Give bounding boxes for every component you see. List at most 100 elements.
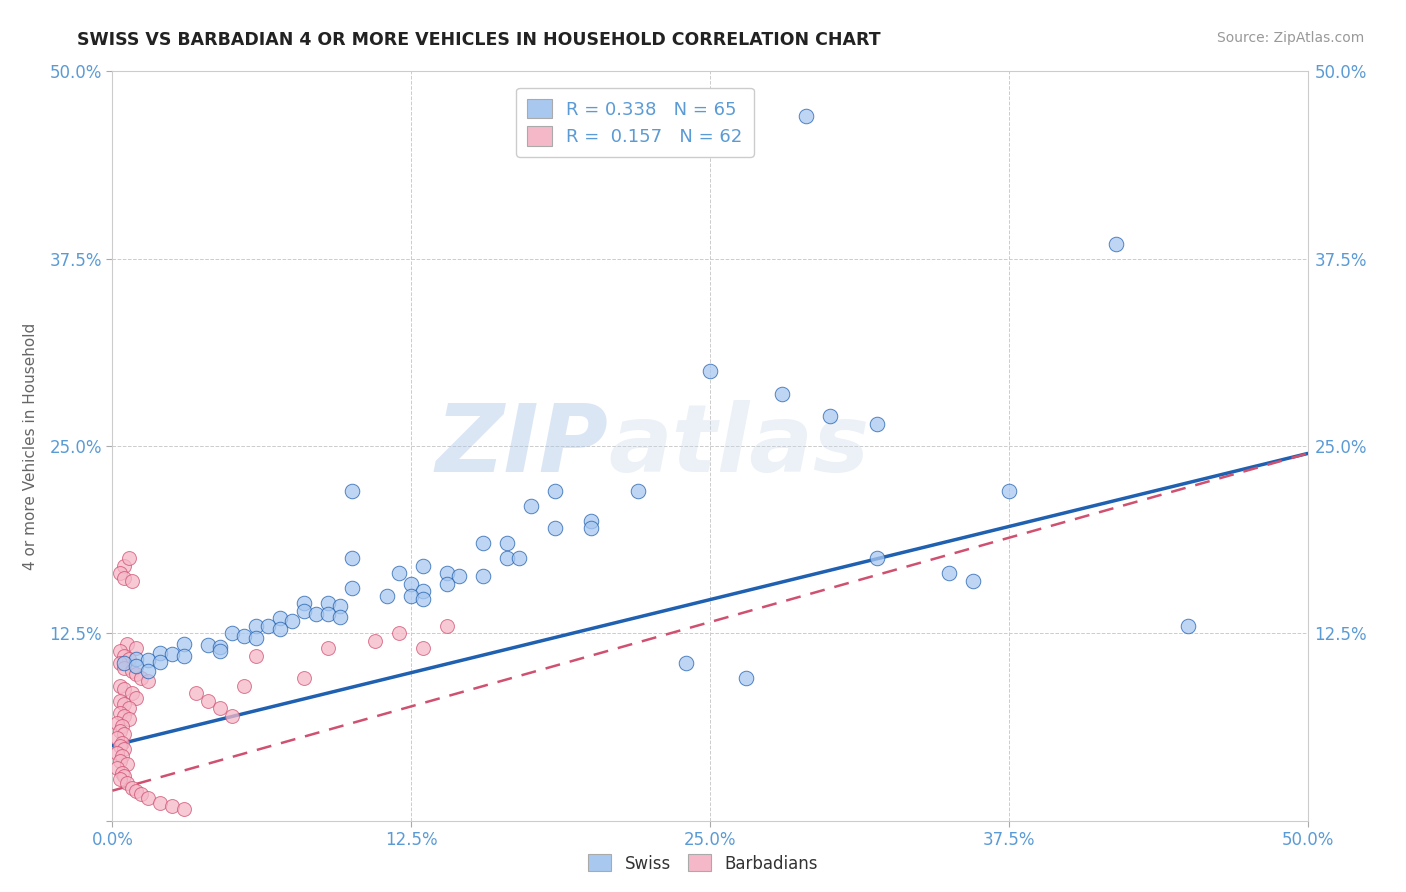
Point [436, 566, 458, 581]
Point [186, 686, 208, 700]
Point [105, 716, 128, 731]
Point [329, 610, 352, 624]
Point [173, 802, 195, 816]
Point [108, 566, 131, 581]
Point [735, 671, 758, 685]
Point [108, 739, 131, 753]
Point [520, 499, 543, 513]
Point [114, 661, 135, 675]
Point [138, 791, 160, 805]
Point [105, 746, 128, 760]
Point [129, 671, 152, 685]
Point [118, 551, 141, 566]
Legend: Swiss, Barbadians: Swiss, Barbadians [582, 847, 824, 880]
Point [543, 483, 565, 498]
Point [115, 776, 138, 790]
Point [401, 589, 423, 603]
Point [233, 629, 256, 643]
Point [118, 712, 141, 726]
Point [340, 483, 363, 498]
Point [579, 521, 602, 535]
Point [412, 591, 434, 606]
Point [447, 569, 470, 583]
Point [316, 607, 339, 621]
Point [114, 741, 135, 756]
Point [496, 536, 519, 550]
Point [412, 558, 434, 573]
Point [436, 577, 458, 591]
Point [162, 648, 183, 662]
Point [938, 566, 960, 581]
Point [114, 727, 135, 741]
Point [818, 409, 841, 423]
Point [305, 607, 328, 621]
Point [114, 648, 135, 663]
Point [292, 671, 315, 685]
Point [209, 644, 232, 658]
Point [998, 483, 1021, 498]
Point [125, 652, 148, 666]
Point [108, 679, 131, 693]
Point [108, 754, 131, 768]
Point [108, 723, 131, 738]
Point [292, 596, 315, 610]
Point [138, 674, 160, 689]
Point [197, 638, 219, 652]
Point [281, 615, 304, 629]
Point [340, 551, 363, 566]
Point [1177, 619, 1199, 633]
Point [118, 652, 141, 666]
Point [121, 780, 143, 795]
Point [472, 569, 495, 583]
Point [108, 772, 131, 786]
Point [257, 619, 280, 633]
Point [233, 679, 256, 693]
Point [543, 521, 565, 535]
Point [125, 783, 148, 797]
Point [108, 644, 131, 658]
Point [675, 657, 697, 671]
Point [118, 701, 141, 715]
Point [114, 708, 135, 723]
Point [364, 633, 387, 648]
Point [114, 769, 135, 783]
Point [173, 637, 195, 651]
Point [125, 641, 148, 656]
Point [340, 582, 363, 596]
Point [866, 417, 889, 431]
Point [388, 626, 411, 640]
Point [108, 657, 131, 671]
Point [115, 756, 138, 771]
Point [105, 761, 128, 775]
Point [579, 514, 602, 528]
Point [108, 706, 131, 720]
Point [770, 386, 793, 401]
Point [1105, 236, 1128, 251]
Point [125, 666, 148, 681]
Point [412, 584, 434, 599]
Point [111, 765, 134, 780]
Point [125, 659, 148, 673]
Text: atlas: atlas [609, 400, 870, 492]
Point [221, 708, 243, 723]
Point [121, 686, 143, 700]
Point [436, 619, 458, 633]
Point [401, 577, 423, 591]
Point [209, 640, 232, 654]
Point [627, 483, 650, 498]
Point [269, 611, 291, 625]
Point [111, 719, 134, 733]
Point [111, 736, 134, 750]
Text: Source: ZipAtlas.com: Source: ZipAtlas.com [1216, 31, 1364, 45]
Point [508, 551, 530, 566]
Point [472, 536, 495, 550]
Point [138, 664, 160, 678]
Point [699, 364, 721, 378]
Point [245, 631, 267, 645]
Point [377, 589, 399, 603]
Point [329, 599, 352, 614]
Point [114, 558, 135, 573]
Point [114, 697, 135, 711]
Point [121, 664, 143, 678]
Point [173, 648, 195, 663]
